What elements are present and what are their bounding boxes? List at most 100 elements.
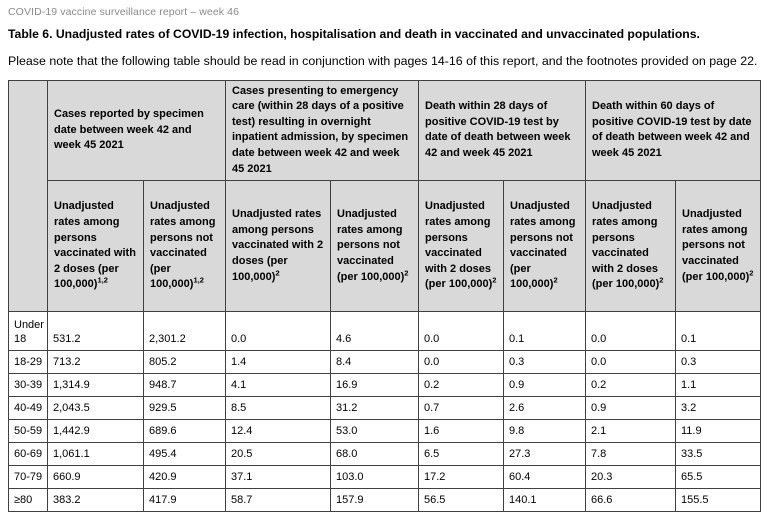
data-cell: 66.6	[585, 488, 676, 513]
data-cell: 11.9	[675, 419, 761, 444]
data-cell: 0.0	[585, 350, 676, 375]
data-cell: 0.0	[418, 311, 504, 352]
subheader-text: Unadjusted rates among persons not vacci…	[150, 200, 216, 291]
data-cell: 4.1	[225, 373, 331, 398]
data-cell: 2.6	[503, 396, 586, 421]
rates-table: Cases reported by specimen date between …	[8, 79, 761, 513]
age-cell: 70-79	[8, 465, 48, 490]
sub-header-row: Unadjusted rates among persons vaccinate…	[9, 180, 761, 313]
data-cell: 1,061.1	[47, 442, 144, 467]
subheader-cases-vaccinated: Unadjusted rates among persons vaccinate…	[47, 180, 144, 313]
data-cell: 4.6	[330, 311, 419, 352]
data-cell: 0.0	[225, 311, 331, 352]
age-cell: 40-49	[8, 396, 48, 421]
data-cell: 157.9	[330, 488, 419, 513]
data-cell: 1,442.9	[47, 419, 144, 444]
data-cell: 33.5	[675, 442, 761, 467]
data-cell: 56.5	[418, 488, 504, 513]
subheader-text: Unadjusted rates among persons vaccinate…	[54, 200, 136, 291]
data-cell: 0.3	[675, 350, 761, 375]
data-cell: 0.3	[503, 350, 586, 375]
data-cell: 495.4	[143, 442, 226, 467]
table-row: 18-29 713.2 805.2 1.4 8.4 0.0 0.3 0.0 0.…	[8, 350, 761, 375]
data-cell: 383.2	[47, 488, 144, 513]
subheader-text: Unadjusted rates among persons vaccinate…	[592, 200, 660, 291]
subheader-text: Unadjusted rates among persons vaccinate…	[425, 200, 493, 291]
subheader-death60-vaccinated: Unadjusted rates among persons vaccinate…	[585, 180, 676, 313]
data-cell: 65.5	[675, 465, 761, 490]
age-cell: Under 18	[8, 311, 48, 352]
table-row: 30-39 1,314.9 948.7 4.1 16.9 0.2 0.9 0.2…	[8, 373, 761, 398]
data-cell: 140.1	[503, 488, 586, 513]
age-cell: 60-69	[8, 442, 48, 467]
subheader-cases-unvaccinated: Unadjusted rates among persons not vacci…	[143, 180, 226, 313]
report-header-line: COVID-19 vaccine surveillance report – w…	[8, 6, 240, 18]
data-cell: 9.8	[503, 419, 586, 444]
group-header-emergency-care: Cases presenting to emergency care (with…	[225, 79, 419, 182]
subheader-death28-unvaccinated: Unadjusted rates among persons not vacci…	[503, 180, 586, 313]
data-cell: 948.7	[143, 373, 226, 398]
data-cell: 60.4	[503, 465, 586, 490]
data-cell: 8.5	[225, 396, 331, 421]
data-cell: 531.2	[47, 311, 144, 352]
subheader-text: Unadjusted rates among persons not vacci…	[510, 200, 576, 291]
subheader-text: Unadjusted rates among persons vaccinate…	[232, 208, 324, 283]
data-cell: 0.0	[418, 350, 504, 375]
data-cell: 0.9	[585, 396, 676, 421]
footnote-marker: 2	[275, 268, 280, 278]
subheader-text: Unadjusted rates among persons not vacci…	[337, 208, 405, 283]
data-cell: 20.3	[585, 465, 676, 490]
data-cell: 53.0	[330, 419, 419, 444]
data-cell: 155.5	[675, 488, 761, 513]
footnote-marker: 2	[659, 275, 664, 285]
table-row: 40-49 2,043.5 929.5 8.5 31.2 0.7 2.6 0.9…	[8, 396, 761, 421]
data-cell: 0.0	[585, 311, 676, 352]
subheader-death28-vaccinated: Unadjusted rates among persons vaccinate…	[418, 180, 504, 313]
data-cell: 0.2	[418, 373, 504, 398]
data-cell: 27.3	[503, 442, 586, 467]
subheader-death60-unvaccinated: Unadjusted rates among persons not vacci…	[675, 180, 761, 313]
data-cell: 17.2	[418, 465, 504, 490]
data-cell: 1,314.9	[47, 373, 144, 398]
data-cell: 2,043.5	[47, 396, 144, 421]
data-cell: 929.5	[143, 396, 226, 421]
group-header-death-60: Death within 60 days of positive COVID-1…	[585, 79, 761, 182]
data-cell: 6.5	[418, 442, 504, 467]
data-cell: 20.5	[225, 442, 331, 467]
age-cell: 18-29	[8, 350, 48, 375]
data-cell: 1.4	[225, 350, 331, 375]
table-note: Please note that the following table sho…	[8, 54, 758, 68]
subheader-emergency-vaccinated: Unadjusted rates among persons vaccinate…	[225, 180, 331, 313]
data-cell: 713.2	[47, 350, 144, 375]
data-cell: 68.0	[330, 442, 419, 467]
data-cell: 420.9	[143, 465, 226, 490]
table-row: 70-79 660.9 420.9 37.1 103.0 17.2 60.4 2…	[8, 465, 761, 490]
footnote-marker: 2	[492, 275, 497, 285]
data-cell: 0.2	[585, 373, 676, 398]
subheader-text: Unadjusted rates among persons not vacci…	[682, 208, 750, 283]
age-cell: 30-39	[8, 373, 48, 398]
data-cell: 16.9	[330, 373, 419, 398]
subheader-emergency-unvaccinated: Unadjusted rates among persons not vacci…	[330, 180, 419, 313]
data-cell: 31.2	[330, 396, 419, 421]
footnote-marker: 1,2	[193, 275, 204, 285]
data-cell: 8.4	[330, 350, 419, 375]
table-row: 60-69 1,061.1 495.4 20.5 68.0 6.5 27.3 7…	[8, 442, 761, 467]
data-cell: 7.8	[585, 442, 676, 467]
data-cell: 12.4	[225, 419, 331, 444]
group-header-death-28: Death within 28 days of positive COVID-1…	[418, 79, 586, 182]
footnote-marker: 2	[749, 268, 754, 278]
data-cell: 58.7	[225, 488, 331, 513]
table-title: Table 6. Unadjusted rates of COVID-19 in…	[8, 27, 700, 41]
data-cell: 103.0	[330, 465, 419, 490]
footnote-marker: 2	[404, 268, 409, 278]
data-cell: 2.1	[585, 419, 676, 444]
table-row: ≥80 383.2 417.9 58.7 157.9 56.5 140.1 66…	[8, 488, 761, 513]
data-cell: 1.6	[418, 419, 504, 444]
data-cell: 0.1	[503, 311, 586, 352]
table-row: Under 18 531.2 2,301.2 0.0 4.6 0.0 0.1 0…	[8, 311, 761, 352]
group-header-cases: Cases reported by specimen date between …	[47, 79, 226, 182]
age-cell: ≥80	[8, 488, 48, 513]
data-cell: 3.2	[675, 396, 761, 421]
